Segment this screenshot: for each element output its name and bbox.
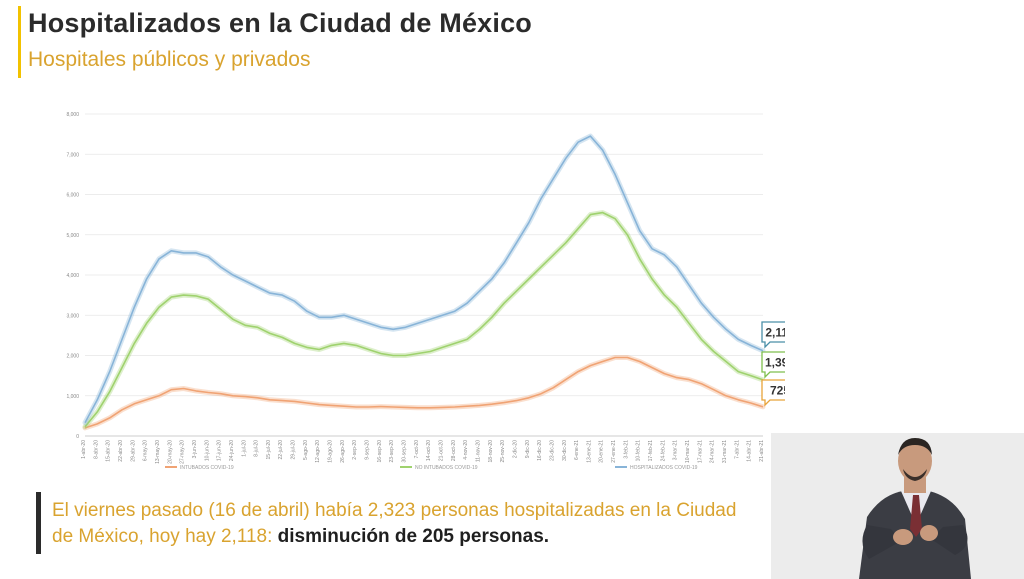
x-tick-label: 3-jun-20 xyxy=(192,440,198,459)
x-tick-label: 10-feb-21 xyxy=(636,440,642,462)
y-tick-label: 7,000 xyxy=(66,152,79,158)
callout-label: 725 xyxy=(770,384,785,398)
x-tick-label: 2-dic-20 xyxy=(512,440,518,458)
x-tick-label: 21-oct-20 xyxy=(438,440,444,461)
chart-container: 0 1,000 2,000 3,000 4,000 5,000 6,000 7,000 8,00… xyxy=(55,100,785,480)
x-tick-label: 10-jun-20 xyxy=(204,440,210,461)
x-tick-label: 15-jul-20 xyxy=(266,440,272,460)
x-tick-label: 5-ago-20 xyxy=(303,440,309,460)
x-tick-label: 24-mar-21 xyxy=(710,440,716,463)
x-tick-label: 9-sep-20 xyxy=(365,440,371,460)
y-tick-label: 5,000 xyxy=(66,233,79,239)
x-tick-label: 8-jul-20 xyxy=(254,440,260,457)
x-tick-label: 13-may-20 xyxy=(155,440,161,464)
x-tick-label: 25-nov-20 xyxy=(500,440,506,463)
x-tick-label: 21-abr-21 xyxy=(759,440,765,462)
x-tick-label: 3-mar-21 xyxy=(673,440,679,461)
x-tick-label: 18-nov-20 xyxy=(488,440,494,463)
x-tick-label: 30-dic-20 xyxy=(562,440,568,461)
series-line-1 xyxy=(84,211,764,428)
caption-text: El viernes pasado (16 de abril) había 2,… xyxy=(52,498,752,550)
x-tick-label: 6-ene-21 xyxy=(574,440,580,460)
x-tick-label: 15-abr-20 xyxy=(106,440,112,462)
legend-label: NO INTUBADOS COVID-19 xyxy=(415,465,478,471)
callout-1: 1,393 xyxy=(761,351,785,379)
x-tick-label: 9-dic-20 xyxy=(525,440,531,458)
x-tick-label: 19-ago-20 xyxy=(328,440,334,463)
x-tick-label: 1-jul-20 xyxy=(241,440,247,457)
x-tick-label: 24-feb-21 xyxy=(660,440,666,462)
x-tick-label: 30-sep-20 xyxy=(402,440,408,463)
sign-language-interpreter xyxy=(771,433,1024,579)
y-tick-label: 1,000 xyxy=(66,394,79,400)
series-line-0 xyxy=(84,356,764,429)
series-band-2 xyxy=(82,133,766,426)
y-tick-label: 0 xyxy=(76,434,79,440)
interpreter-figure xyxy=(771,433,1024,579)
x-tick-label: 16-dic-20 xyxy=(537,440,543,461)
x-tick-label: 29-abr-20 xyxy=(130,440,136,462)
caption-emphasis: disminución de 205 personas. xyxy=(277,526,550,547)
caption-part1: El viernes pasado (16 de abril) había 2,… xyxy=(52,500,737,547)
x-tick-label: 31-mar-21 xyxy=(722,440,728,463)
caption-accent-bar xyxy=(36,492,41,554)
x-tick-label: 10-mar-21 xyxy=(685,440,691,463)
y-tick-label: 8,000 xyxy=(66,112,79,118)
x-tick-label: 17-jun-20 xyxy=(217,440,223,461)
x-tick-label: 17-mar-21 xyxy=(697,440,703,463)
y-tick-label: 3,000 xyxy=(66,313,79,319)
x-tick-label: 1-abr-20 xyxy=(81,440,87,459)
x-tick-label: 28-oct-20 xyxy=(451,440,457,461)
callout-box xyxy=(761,351,785,379)
callout-box xyxy=(761,321,785,349)
x-tick-label: 16-sep-20 xyxy=(377,440,383,463)
x-tick-label: 4-nov-20 xyxy=(463,440,469,460)
x-tick-label: 8-abr-20 xyxy=(93,440,99,459)
series-line-2 xyxy=(84,135,764,424)
x-tick-label: 14-abr-21 xyxy=(747,440,753,462)
callout-box xyxy=(761,379,785,407)
x-tick-label: 20-ene-21 xyxy=(599,440,605,463)
callout-label: 2,118 xyxy=(765,326,785,340)
y-tick-label: 6,000 xyxy=(66,193,79,199)
x-tick-label: 27-ene-21 xyxy=(611,440,617,463)
x-tick-label: 27-may-20 xyxy=(180,440,186,464)
x-tick-label: 22-abr-20 xyxy=(118,440,124,462)
x-tick-label: 17-feb-21 xyxy=(648,440,654,462)
y-tick-label: 2,000 xyxy=(66,354,79,360)
x-tick-label: 7-abr-21 xyxy=(734,440,740,459)
callout-label: 1,393 xyxy=(765,356,785,370)
page-subtitle: Hospitales públicos y privados xyxy=(28,48,311,71)
x-tick-label: 24-jun-20 xyxy=(229,440,235,461)
title-accent-bar xyxy=(18,6,21,78)
line-chart: 0 1,000 2,000 3,000 4,000 5,000 6,000 7,000 8,00… xyxy=(66,112,785,471)
x-tick-label: 2-sep-20 xyxy=(352,440,358,460)
page-title: Hospitalizados en la Ciudad de México xyxy=(28,8,532,38)
x-tick-label: 23-sep-20 xyxy=(389,440,395,463)
y-tick-label: 4,000 xyxy=(66,273,79,279)
x-tick-label: 20-may-20 xyxy=(167,440,173,464)
x-tick-label: 23-dic-20 xyxy=(549,440,555,461)
legend-label: HOSPITALIZADOS COVID-19 xyxy=(630,465,698,471)
legend-label: INTUBADOS COVID-19 xyxy=(180,465,234,471)
x-tick-label: 11-nov-20 xyxy=(475,440,481,462)
x-tick-label: 29-jul-20 xyxy=(291,440,297,460)
x-tick-label: 26-ago-20 xyxy=(340,440,346,463)
x-tick-label: 6-may-20 xyxy=(143,440,149,461)
x-tick-label: 3-feb-21 xyxy=(623,440,629,459)
x-tick-label: 14-oct-20 xyxy=(426,440,432,461)
x-tick-label: 13-ene-21 xyxy=(586,440,592,463)
callout-2: 725 xyxy=(761,379,785,407)
callout-0: 2,118 xyxy=(761,321,785,349)
x-tick-label: 22-jul-20 xyxy=(278,440,284,460)
series-band-0 xyxy=(82,355,766,431)
x-tick-label: 12-ago-20 xyxy=(315,440,321,463)
x-tick-label: 7-oct-20 xyxy=(414,440,420,459)
